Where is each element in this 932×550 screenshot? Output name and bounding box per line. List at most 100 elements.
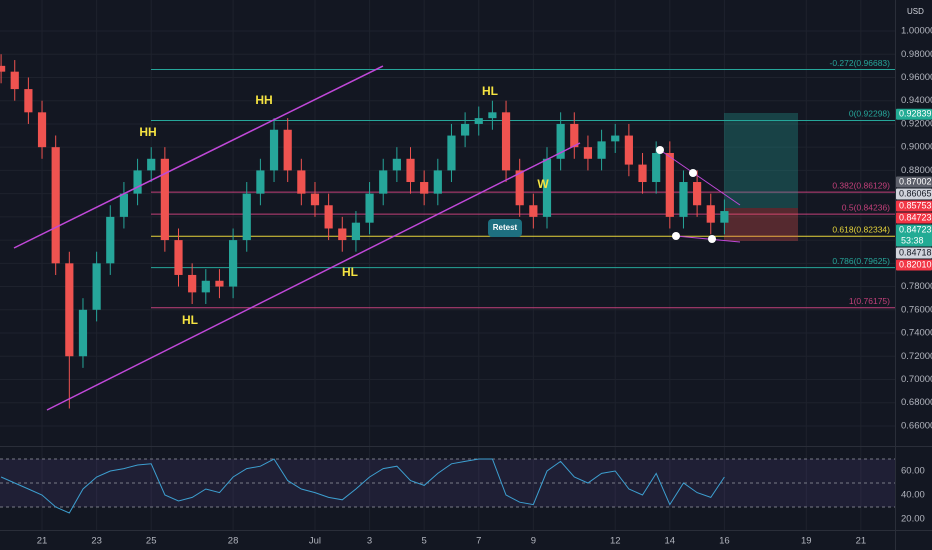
price-tag-label: 0.85753 (899, 200, 932, 210)
x-tick-label: 25 (146, 536, 157, 547)
x-tick-label: 19 (801, 536, 812, 547)
wedge-top (659, 149, 741, 206)
pivot (689, 169, 697, 177)
x-tick-label: 16 (719, 536, 730, 547)
y-tick-label: 0.94000 (901, 95, 932, 106)
candle-body (119, 193, 129, 217)
x-tick-label: 14 (665, 536, 676, 547)
candle-body (201, 280, 210, 293)
candle-body (310, 193, 320, 206)
stop-zone (724, 208, 798, 241)
candle-body (529, 205, 538, 217)
candle-body (229, 240, 238, 287)
y-tick-label: 0.98000 (901, 49, 932, 60)
candle-body (611, 135, 620, 142)
x-tick-label: 12 (610, 536, 621, 547)
y-tick-label: 0.74000 (901, 328, 932, 339)
price-tag (896, 247, 932, 259)
y-tick-label: 0.78000 (901, 281, 932, 292)
price-tag-label: 0.86065 (899, 188, 932, 198)
price-tag (896, 212, 932, 224)
candle-body (488, 112, 497, 119)
rsi-tick-label: 60.00 (901, 466, 925, 477)
annotation: HH (139, 125, 156, 139)
candle-body (215, 280, 224, 287)
candle-body (570, 123, 579, 148)
candle-body (351, 222, 361, 241)
candle-body (51, 147, 60, 264)
candle-body (501, 112, 511, 171)
candle-body (365, 193, 374, 223)
candle-body (242, 193, 251, 241)
x-tick-label: 28 (228, 536, 239, 547)
currency: USD (907, 7, 924, 16)
price-tag (896, 259, 932, 271)
retest-box (488, 219, 522, 237)
candle-body (24, 89, 33, 113)
candle-body (406, 158, 415, 183)
candle-body (133, 170, 142, 194)
axes: 0.66000 0.68000 0.70000 0.72000 0.74000 0.760… (37, 26, 932, 547)
candle-body (283, 129, 292, 171)
candle-body (160, 158, 169, 241)
x-tick-label: 23 (91, 536, 102, 547)
candle-body (147, 158, 156, 171)
annotation: W (537, 177, 549, 191)
y-tick-label: 0.72000 (901, 351, 932, 362)
y-tick-label: 0.70000 (901, 374, 932, 385)
x-tick-label: Jul (309, 536, 321, 547)
candle-body (597, 141, 606, 159)
candle-body (392, 158, 401, 171)
y-tick-label: 0.90000 (901, 142, 932, 153)
y-tick-label: 0.76000 (901, 304, 932, 315)
candle-body (324, 205, 333, 229)
price-tag (896, 176, 932, 188)
channel-upper (13, 65, 384, 249)
candle-body (638, 164, 647, 183)
y-tick-label: 0.92000 (901, 118, 932, 129)
candle-body (474, 118, 483, 124)
price-tag (896, 188, 932, 200)
y-tick-label: 0.96000 (901, 72, 932, 83)
candle-body (542, 158, 552, 217)
price-tag (896, 224, 932, 247)
price-tag-label: 0.84723 (899, 224, 932, 234)
candle-body (174, 240, 183, 275)
candle-body (188, 274, 197, 293)
fib-label: 0(0.92298) (849, 109, 890, 119)
annotation: HL (182, 313, 198, 327)
candle-body (10, 71, 19, 90)
candle-body (706, 205, 715, 223)
x-tick-label: 5 (422, 536, 427, 547)
rsi-pane: 20.00 40.00 60.00 (0, 458, 925, 525)
y-tick-label: 1.00000 (901, 26, 932, 37)
candle-body (0, 65, 6, 72)
annotation: HL (482, 84, 498, 98)
candle-body (256, 170, 265, 194)
y-tick-label: 0.88000 (901, 165, 932, 176)
y-tick-label: 0.66000 (901, 420, 932, 431)
price-tag-label: 0.82010 (899, 259, 932, 269)
x-tick-label: 21 (856, 536, 867, 547)
rsi-tick-label: 20.00 (901, 514, 925, 525)
fib-label: -0.272(0.96683) (830, 58, 891, 68)
channel-lower (46, 142, 581, 411)
candle-body (447, 135, 456, 171)
fib-label: 0.618(0.82334) (832, 224, 890, 234)
annotation: HL (342, 265, 358, 279)
candle-body (461, 123, 470, 136)
fibonacci: -0.272(0.96683) 0(0.92298) 0.382(0.86129) 0… (151, 58, 895, 309)
countdown: 53:38 (901, 235, 924, 245)
candle-body (665, 152, 674, 217)
x-tick-label: 21 (37, 536, 48, 547)
annotation: HH (255, 93, 272, 107)
candle-body (624, 135, 633, 165)
fib-label: 1(0.76175) (849, 296, 890, 306)
price-tag-label: 0.92839 (899, 109, 932, 119)
candle-body (92, 263, 101, 310)
candle-body (106, 216, 115, 264)
pivot (672, 232, 680, 240)
price-tag-label: 0.87002 (899, 176, 932, 186)
